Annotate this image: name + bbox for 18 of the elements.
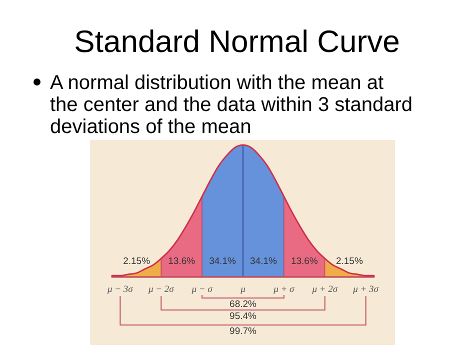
x-tick-label: μ + 3σ xyxy=(352,285,379,295)
text: 99.7% xyxy=(230,326,258,337)
x-tick-label: μ − σ xyxy=(190,285,213,295)
band-label: 34.1% xyxy=(209,256,237,267)
chart-title: Standard Normal Curve xyxy=(74,24,400,59)
chart-subtitle: A normal distribution with the mean at the center and the data within 3 standard deviations of the mean xyxy=(50,72,412,138)
x-tick-label: μ + 2σ xyxy=(311,285,338,295)
band-label: 2.15% xyxy=(123,256,151,267)
x-tick-label: μ + σ xyxy=(272,285,295,295)
band-label: 13.6% xyxy=(168,256,196,267)
x-tick-label: μ − 3σ xyxy=(106,285,134,295)
text: 68.2% xyxy=(230,299,258,310)
text: 95.4% xyxy=(230,311,258,322)
band-label: 13.6% xyxy=(290,256,318,267)
x-tick-label: μ − 2σ xyxy=(147,285,174,295)
band-label: 34.1% xyxy=(250,256,278,267)
x-tick-label: μ xyxy=(240,285,246,295)
band-label: 2.15% xyxy=(336,256,364,267)
